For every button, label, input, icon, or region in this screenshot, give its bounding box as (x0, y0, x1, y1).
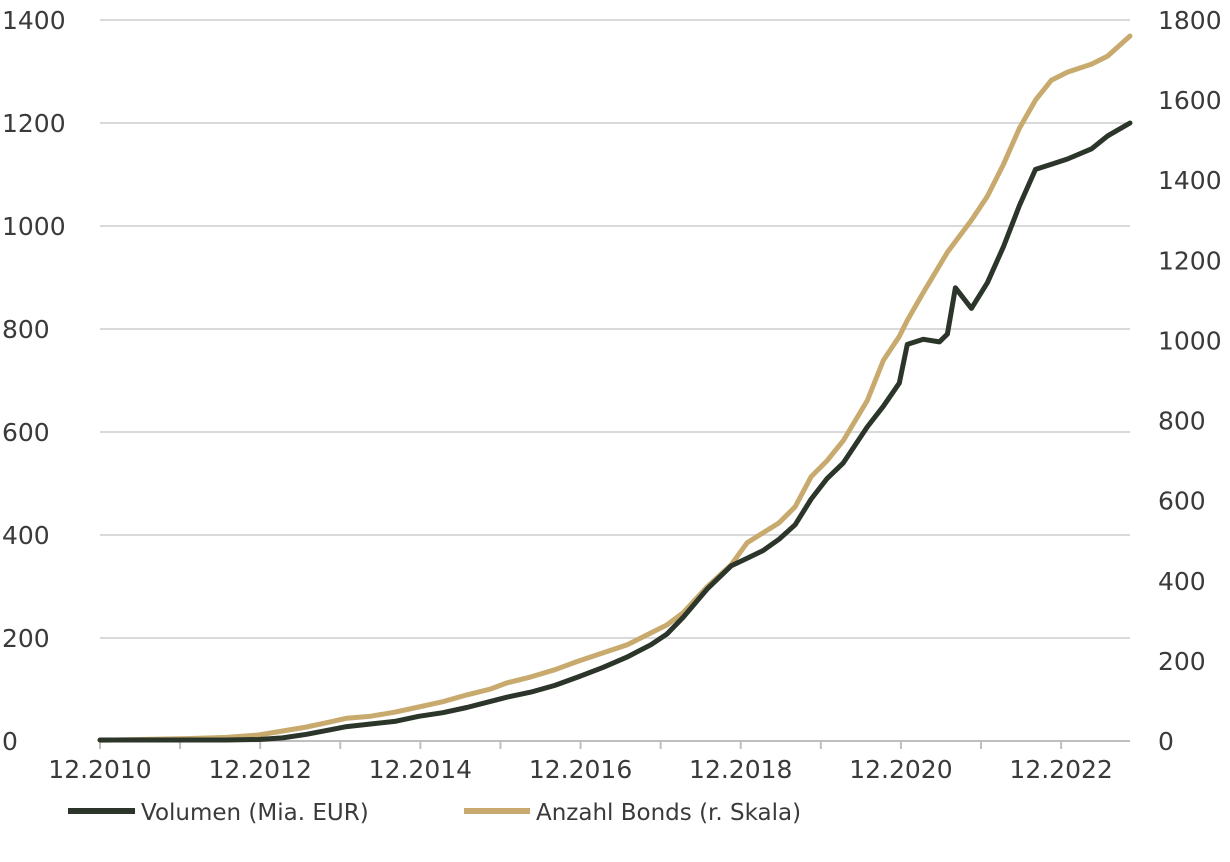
legend-label-volumen: Volumen (Mia. EUR) (141, 800, 369, 826)
series-layer (97, 33, 1133, 743)
y-left-tick-label: 1400 (2, 6, 66, 35)
grid-layer (100, 19, 1130, 639)
y-right-tick-label: 600 (1158, 487, 1206, 516)
y-right-tick-label: 200 (1158, 647, 1206, 676)
y-right-tick-label: 0 (1158, 727, 1174, 756)
legend-label-anzahl-bonds: Anzahl Bonds (r. Skala) (536, 800, 801, 826)
series-line-anzahl-bonds (97, 33, 1133, 743)
y-left-tick-label: 800 (2, 315, 50, 344)
y-right-tick-label: 1800 (1158, 6, 1222, 35)
x-tick-label: 12.2020 (849, 755, 952, 784)
x-tick-label: 12.2016 (529, 755, 632, 784)
x-tick-label: 12.2022 (1009, 755, 1112, 784)
y-right-tick-label: 1600 (1158, 86, 1222, 115)
y-left-tick-label: 0 (2, 727, 18, 756)
y-right-tick-label: 800 (1158, 407, 1206, 436)
y-left-tick-label: 400 (2, 521, 50, 550)
x-tick-label: 12.2018 (689, 755, 792, 784)
y-right-tick-label: 400 (1158, 567, 1206, 596)
y-right-tick-label: 1000 (1158, 326, 1222, 355)
axis-layer: 0 200 400 600 800 1000 1200 1400 0 200 400 600 800 10… (2, 6, 1222, 784)
y-left-tick-label: 600 (2, 418, 50, 447)
x-tick-label: 12.2014 (369, 755, 472, 784)
y-right-tick-label: 1200 (1158, 246, 1222, 275)
x-tick-label: 12.2012 (208, 755, 311, 784)
y-left-tick-label: 1000 (2, 212, 66, 241)
y-right-tick-label: 1400 (1158, 166, 1222, 195)
x-tick-label: 12.2010 (48, 755, 151, 784)
legend: Volumen (Mia. EUR) Anzahl Bonds (r. Skal… (68, 800, 801, 826)
y-left-tick-label: 200 (2, 624, 50, 653)
series-line-volumen (97, 120, 1133, 743)
y-left-tick-label: 1200 (2, 109, 66, 138)
